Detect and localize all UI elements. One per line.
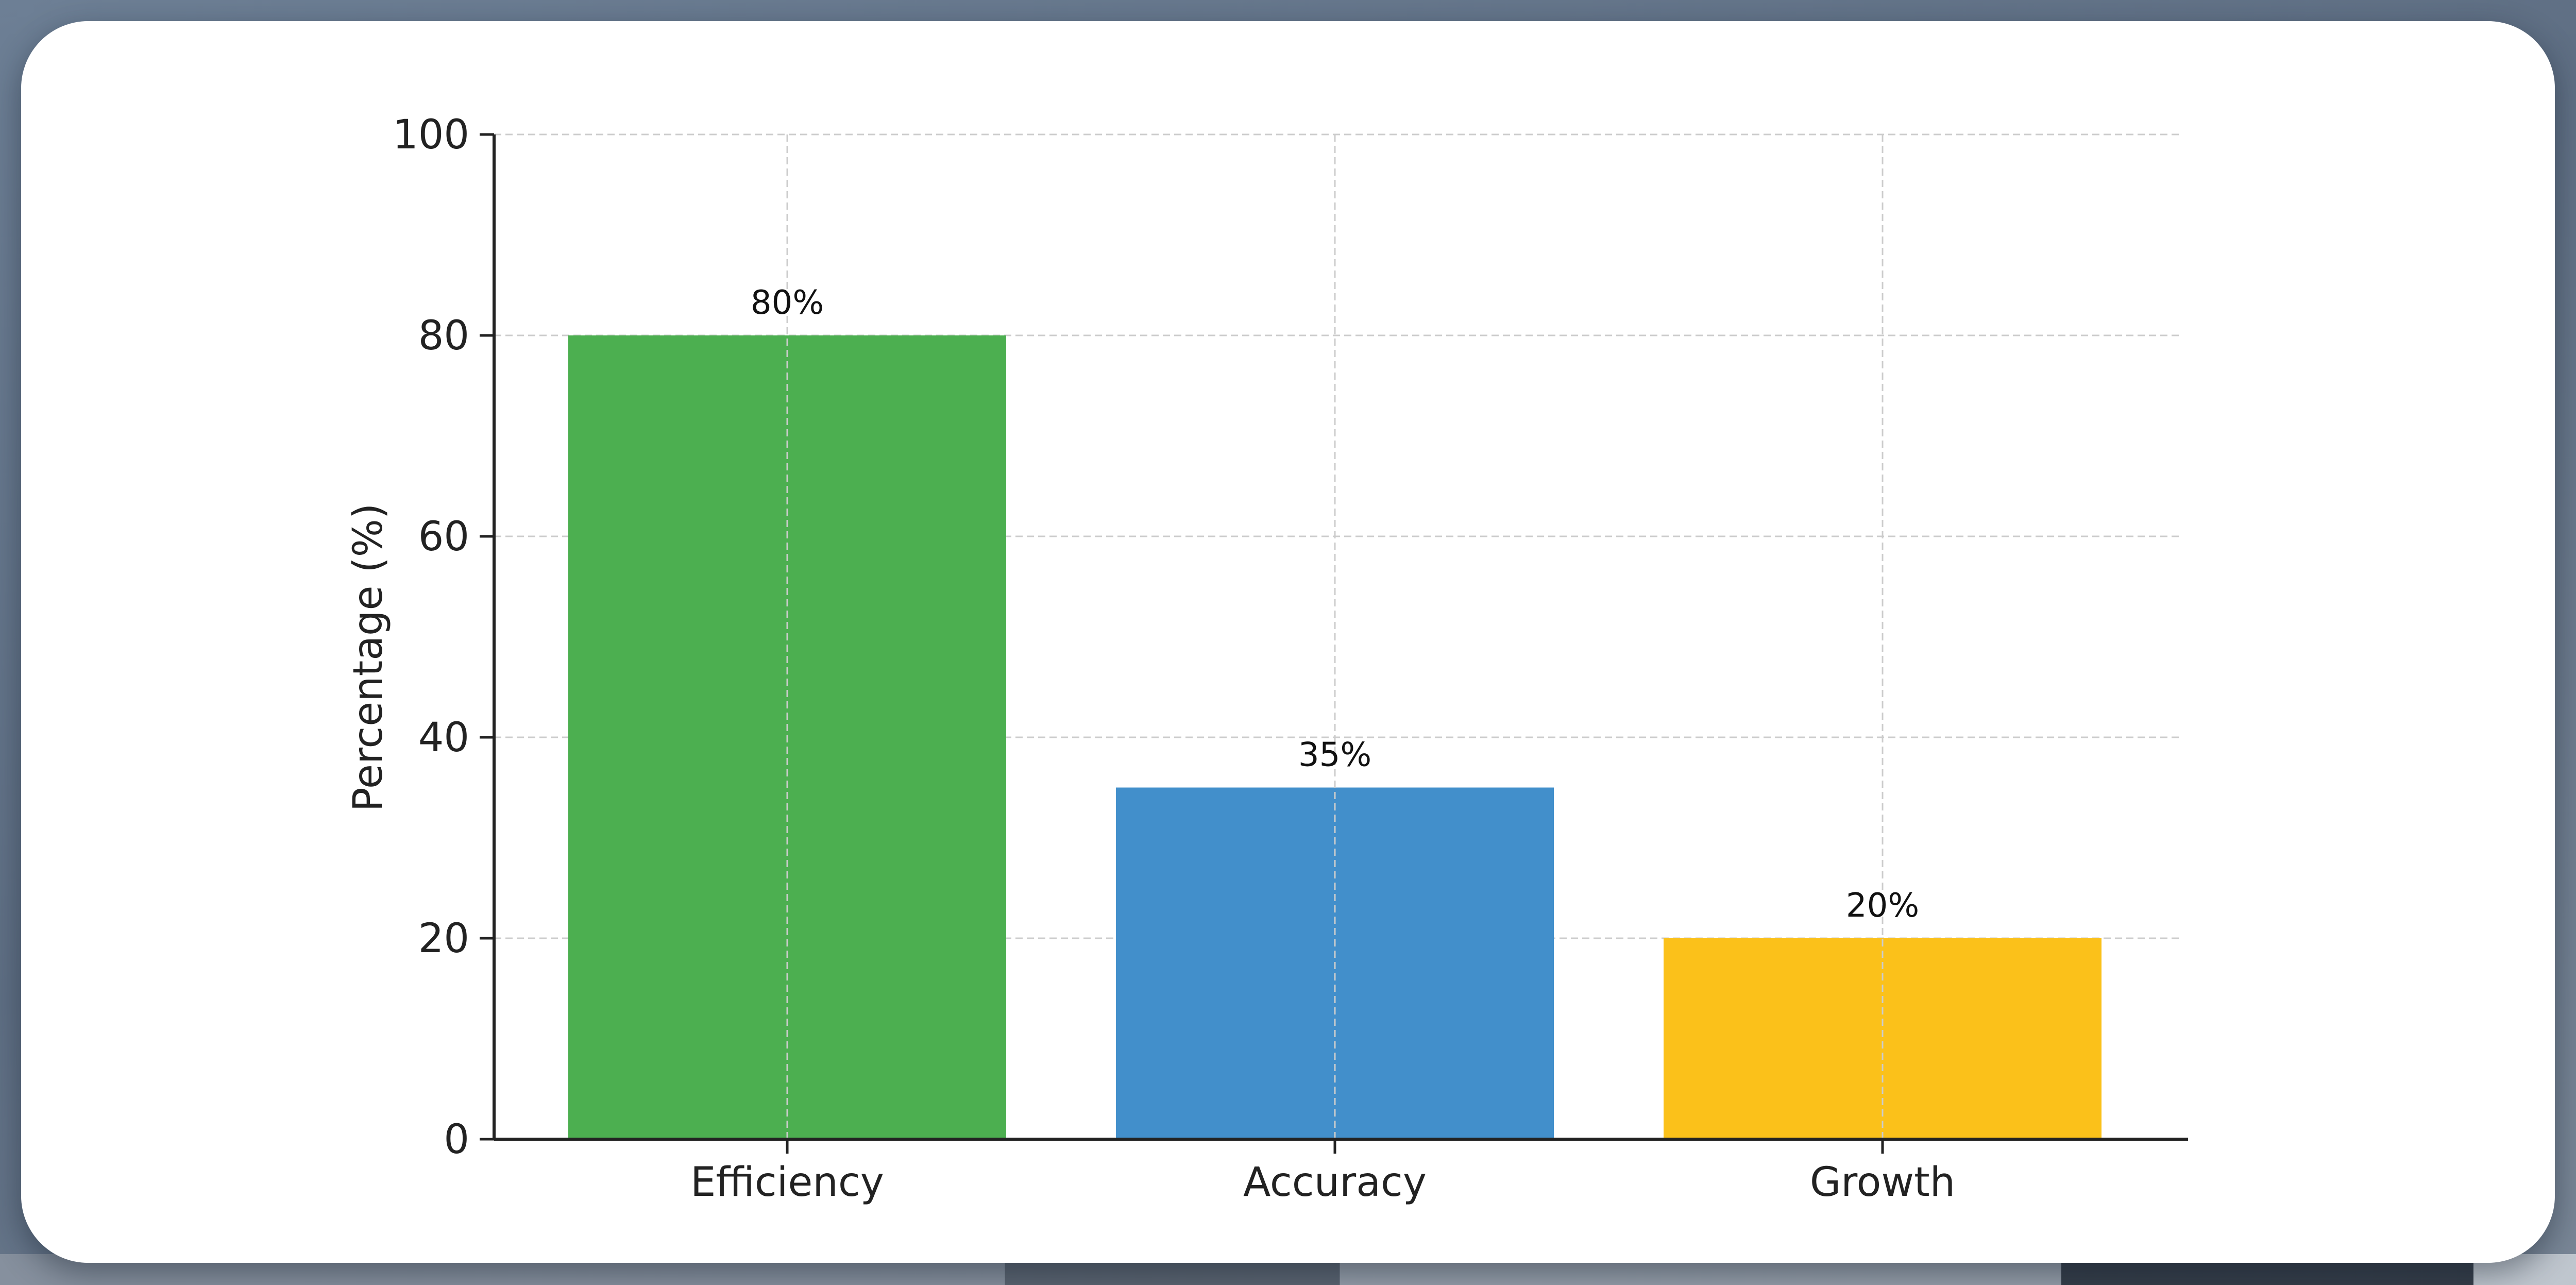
y-axis-title: Percentage (%): [345, 503, 392, 812]
vertical-grid-lines: [786, 134, 1884, 1139]
y-tick-label: 60: [418, 514, 469, 560]
bar-chart: 0 20 40 60 80 100 Efficiency Accuracy Growth 80…: [345, 112, 2188, 1206]
x-tick-label: Efficiency: [690, 1159, 884, 1206]
chart-card: 0 20 40 60 80 100 Efficiency Accuracy Growth 80…: [21, 21, 2555, 1263]
x-tick-label: Growth: [1810, 1159, 1955, 1206]
data-labels: 80% 35% 20%: [751, 284, 1919, 925]
axes: [493, 134, 2188, 1141]
y-tick-label: 20: [418, 916, 469, 962]
x-ticks: Efficiency Accuracy Growth: [690, 1139, 1955, 1206]
y-tick-label: 80: [418, 313, 469, 359]
y-tick-label: 0: [444, 1117, 469, 1163]
data-label: 35%: [1298, 736, 1371, 774]
y-ticks: 0 20 40 60 80 100: [393, 112, 494, 1163]
y-tick-label: 100: [393, 112, 469, 158]
y-tick-label: 40: [418, 715, 469, 761]
x-tick-label: Accuracy: [1243, 1159, 1427, 1206]
data-label: 20%: [1846, 887, 1919, 925]
data-label: 80%: [751, 284, 824, 322]
bar-growth: [1664, 938, 2102, 1139]
